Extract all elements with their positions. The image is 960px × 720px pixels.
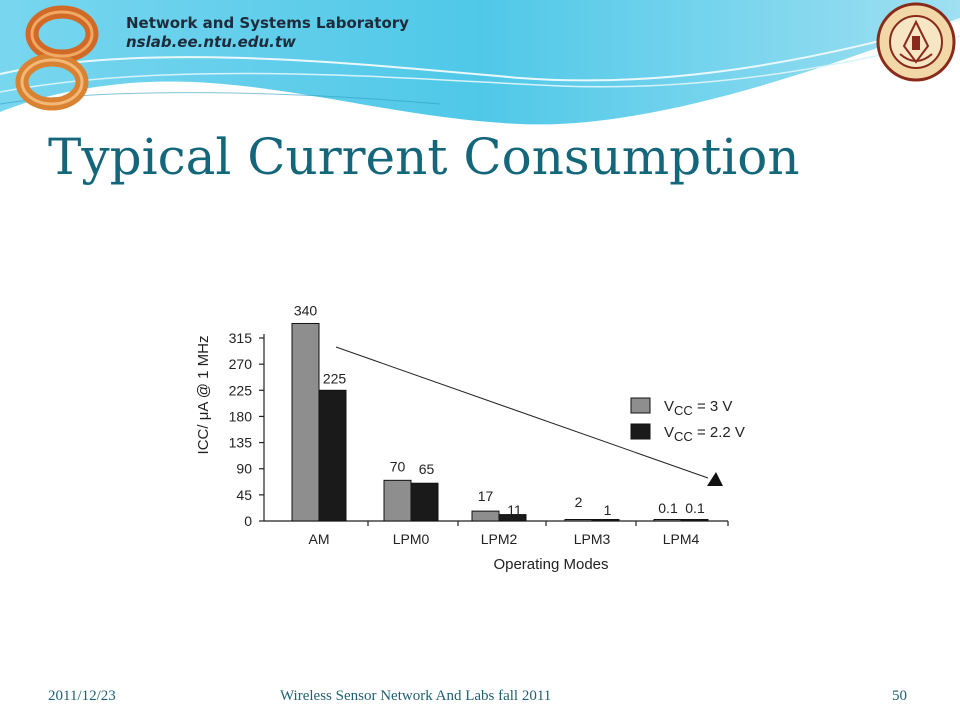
- x-tick-label-lpm4: LPM4: [663, 531, 700, 547]
- bar-value-label: 340: [294, 302, 318, 318]
- trend-arrow-line: [335, 346, 709, 479]
- bar-lpm4-3v: [653, 519, 682, 522]
- x-tick-label-lpm2: LPM2: [481, 531, 518, 547]
- x-tick-label-am: AM: [309, 531, 330, 547]
- y-tick-label: 270: [229, 356, 253, 372]
- legend-label-2v2: VCC = 2.2 V: [664, 424, 745, 444]
- y-tick-label: 45: [236, 487, 252, 503]
- y-tick-label: 180: [229, 408, 253, 424]
- y-tick-label: 315: [229, 330, 253, 346]
- bar-value-label: 17: [478, 488, 494, 504]
- y-tick-label: 90: [236, 461, 252, 477]
- y-tick-label: 225: [229, 382, 253, 398]
- page-number: 50: [892, 688, 907, 704]
- trend-arrow-head: [707, 472, 723, 486]
- bar-value-label: 225: [323, 370, 347, 386]
- bar-lpm3-2v2: [591, 519, 620, 522]
- legend-label-3v: VCC = 3 V: [664, 398, 732, 418]
- bar-value-label: 2: [575, 494, 583, 510]
- header-wave: [0, 0, 960, 125]
- lab-url: nslab.ee.ntu.edu.tw: [126, 33, 296, 51]
- bar-value-label: 11: [507, 502, 522, 518]
- x-axis-title: Operating Modes: [493, 556, 608, 573]
- y-tick-label: 135: [229, 435, 253, 451]
- bar-lpm4-2v2: [680, 519, 709, 522]
- bar-lpm3-3v: [564, 519, 593, 522]
- bar-am-3v: [291, 322, 320, 522]
- bar-value-label: 70: [390, 458, 406, 474]
- y-axis-title: ICC/ μA @ 1 MHz: [195, 336, 212, 455]
- bar-value-label: 0.1: [658, 500, 678, 516]
- x-tick-label-lpm0: LPM0: [393, 531, 430, 547]
- y-tick-label: 0: [244, 513, 252, 529]
- bar-lpm2-2v2: [498, 514, 527, 522]
- x-tick-label-lpm3: LPM3: [574, 531, 611, 547]
- lab-name: Network and Systems Laboratory: [126, 14, 409, 32]
- legend-swatch-2v2: [630, 423, 651, 440]
- bar-value-label: 1: [604, 502, 612, 518]
- university-seal: [876, 2, 956, 82]
- lab-logo: [15, 5, 99, 111]
- bar-value-label: 65: [419, 461, 435, 477]
- footer-course: Wireless Sensor Network And Labs fall 20…: [280, 688, 552, 704]
- bar-lpm2-3v: [471, 510, 500, 522]
- bar-lpm0-3v: [383, 479, 412, 522]
- bar-value-label: 0.1: [685, 500, 705, 516]
- bar-am-2v2: [318, 389, 347, 522]
- footer-date: 2011/12/23: [48, 688, 116, 704]
- bar-lpm0-2v2: [410, 482, 439, 522]
- slide-title: Typical Current Consumption: [48, 128, 800, 186]
- legend-swatch-3v: [630, 397, 651, 414]
